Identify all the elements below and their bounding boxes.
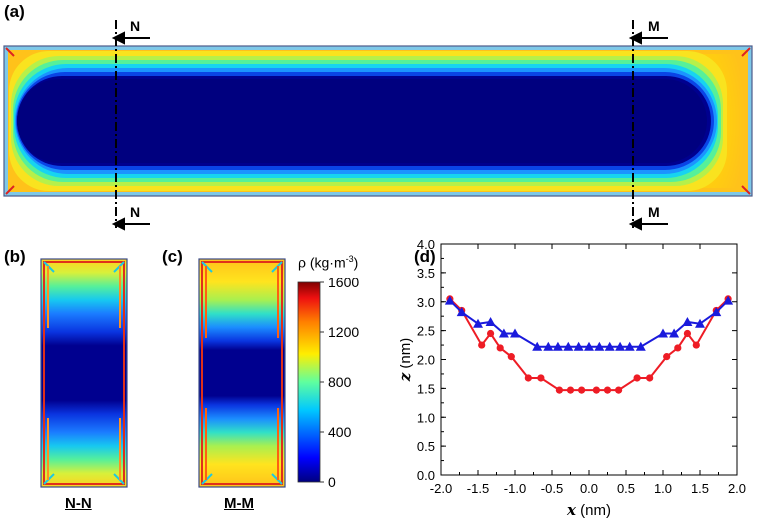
y-tick-label: 2.5	[417, 324, 435, 339]
point-red	[524, 374, 532, 382]
colorbar-title-prefix: ρ (kg·m	[298, 254, 346, 271]
x-tick-label: -0.5	[541, 481, 563, 496]
arrow-m-top	[628, 31, 668, 45]
colorbar-title: ρ (kg·m-3)	[298, 254, 358, 271]
panel-d-label: (d)	[414, 247, 436, 266]
point-red	[578, 386, 586, 394]
point-blue	[604, 341, 615, 351]
x-tick-label: 2.0	[728, 481, 746, 496]
arrow-n-bottom	[111, 217, 150, 231]
point-red	[592, 386, 600, 394]
section-m-label-top: M	[648, 18, 660, 34]
point-blue	[543, 341, 554, 351]
y-tick-label: 3.0	[417, 295, 435, 310]
y-axis-unit: (nm)	[400, 338, 414, 373]
point-blue	[682, 316, 693, 326]
point-red	[615, 386, 623, 394]
section-n-label-bottom: N	[130, 204, 141, 220]
colorbar: 1600 1200 800 400 0	[297, 278, 359, 488]
point-blue	[552, 341, 563, 351]
point-blue	[573, 341, 584, 351]
y-tick-label: 0.0	[417, 468, 435, 483]
point-red	[566, 386, 575, 394]
section-m-label-bottom: M	[648, 204, 660, 220]
point-blue	[658, 328, 668, 338]
point-blue	[695, 318, 705, 328]
colorbar-tick-label: 400	[328, 424, 352, 440]
point-blue	[563, 341, 574, 351]
y-tick-label: 3.5	[417, 266, 435, 281]
caption-mm: M-M	[224, 495, 254, 512]
point-blue	[485, 316, 496, 326]
y-tick-label: 2.0	[417, 353, 435, 368]
point-blue	[711, 307, 722, 317]
point-blue	[584, 341, 594, 351]
colorbar-title-suffix: )	[353, 254, 359, 271]
panel-c-label: (c)	[162, 247, 183, 266]
point-red	[555, 386, 563, 394]
point-blue	[510, 328, 520, 338]
x-tick-label: 1.0	[654, 481, 672, 496]
x-axis-title: x (nm)	[566, 501, 611, 519]
panel-b-label: (b)	[4, 247, 26, 266]
series-line-red	[449, 298, 729, 392]
x-tick-label: 0.0	[580, 481, 598, 496]
cross-section-nn	[40, 258, 128, 488]
x-tick-label: 0.5	[617, 481, 635, 496]
cross-section-mm	[198, 258, 286, 488]
point-blue	[635, 341, 646, 351]
y-tick-label: 0.5	[417, 439, 435, 454]
point-red	[486, 329, 495, 338]
arrow-n-top	[111, 31, 150, 45]
y-axis-symbol: z	[400, 372, 414, 382]
point-blue	[444, 295, 455, 305]
x-tick-label: 1.5	[691, 481, 709, 496]
x-tick-label: -2.0	[430, 481, 452, 496]
plot-frame	[440, 243, 738, 476]
colorbar-title-exp: -3	[345, 254, 354, 264]
point-red	[646, 374, 654, 382]
x-axis-symbol: x	[566, 501, 577, 519]
point-red	[633, 374, 641, 382]
point-blue	[498, 328, 509, 338]
panel-a-label: (a)	[4, 2, 25, 21]
point-red	[478, 341, 486, 349]
point-blue	[669, 328, 680, 338]
point-red	[692, 341, 700, 349]
density-map-a	[3, 20, 753, 231]
caption-nn: N-N	[65, 495, 92, 512]
point-blue	[532, 341, 543, 351]
x-tick-label: -1.0	[504, 481, 526, 496]
profile-chart: -2.0 -1.5 -1.0 -0.5 0.0 0.5 1.0 1.5 2.0 0.0 0.5 1.0…	[400, 237, 746, 519]
y-tick-label: 1.0	[417, 410, 435, 425]
colorbar-tick-label: 0	[328, 474, 336, 488]
point-blue	[456, 307, 467, 317]
point-blue	[615, 341, 626, 351]
x-tick-label: -1.5	[467, 481, 489, 496]
y-tick-label: 4.0	[417, 237, 435, 252]
colorbar-tick-label: 1200	[328, 324, 359, 340]
point-red	[683, 329, 692, 338]
point-blue	[624, 341, 635, 351]
point-red	[507, 353, 515, 361]
y-axis-title: z (nm)	[400, 338, 414, 383]
point-red	[603, 386, 612, 394]
colorbar-tick-label: 1600	[328, 278, 359, 290]
point-blue	[473, 318, 483, 328]
colorbar-gradient	[297, 281, 321, 483]
arrow-m-bottom	[628, 217, 668, 231]
point-red	[537, 374, 545, 382]
point-blue	[594, 341, 605, 351]
y-tick-label: 1.5	[417, 381, 435, 396]
point-red	[496, 344, 504, 352]
x-axis-unit: (nm)	[576, 502, 611, 519]
point-red	[674, 344, 682, 352]
point-red	[663, 353, 671, 361]
point-blue	[723, 295, 734, 305]
section-n-label-top: N	[130, 18, 141, 34]
colorbar-tick-label: 800	[328, 374, 352, 390]
